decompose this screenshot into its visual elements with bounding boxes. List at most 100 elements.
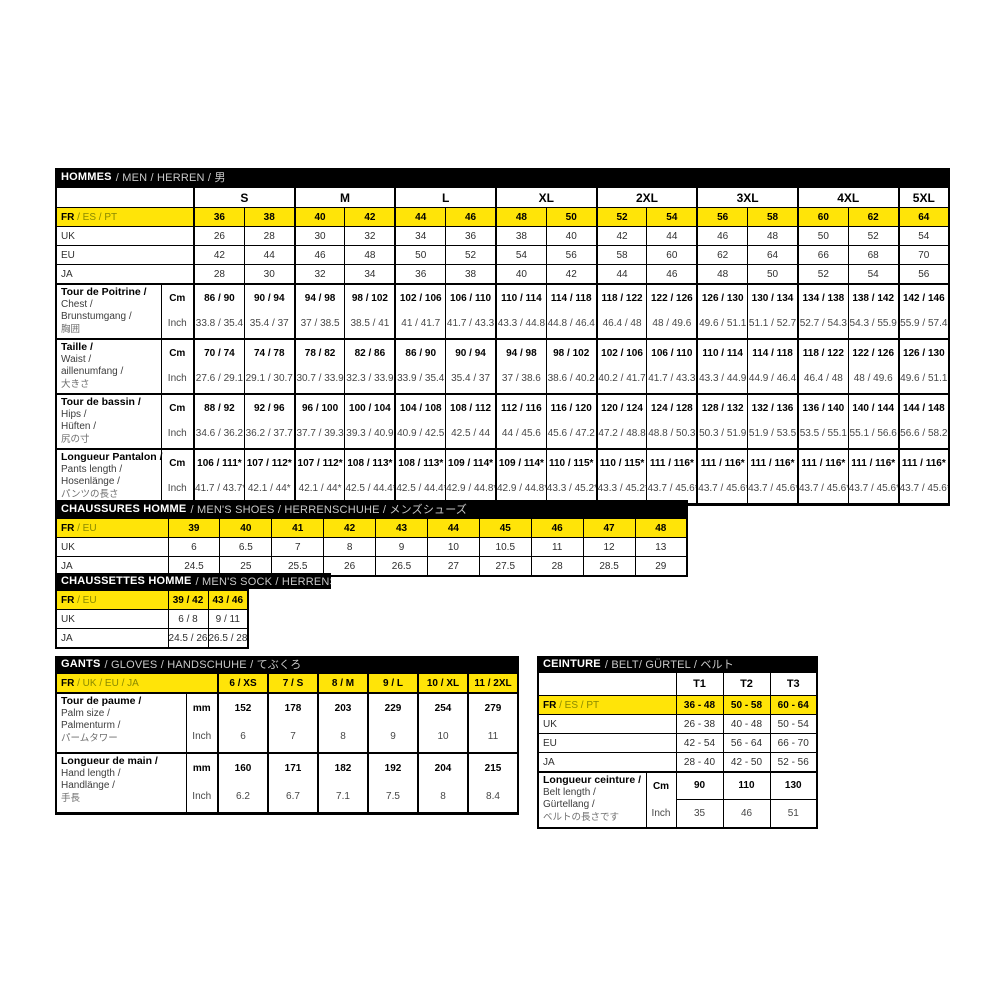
- eu-size-cell: 48: [344, 245, 396, 265]
- shoes-ja-cell: 28: [530, 556, 584, 577]
- hips-cell: 140 / 144 55.1 / 56.6: [847, 393, 900, 450]
- hips-cell: 144 / 148 56.6 / 58.2: [897, 393, 950, 450]
- pants-length-cell: 111 / 116* 43.7 / 45.6*: [646, 448, 698, 505]
- pants-length-cell: 107 / 112* 42.1 / 44*: [243, 448, 296, 505]
- ja-size-cell: 42: [545, 264, 598, 285]
- shoes-uk-cell: 8: [323, 537, 377, 557]
- fr-size-cell: 40: [293, 207, 346, 227]
- uk-size-cell: 50: [796, 226, 849, 246]
- palm-size-cell: 254 10: [417, 692, 469, 754]
- ja-size-cell: 38: [445, 264, 497, 285]
- belt-section-header-bar: CEINTURE / BELT/ GÜRTEL / ベルト: [537, 656, 818, 671]
- belt-length-cell: 110 46: [722, 771, 771, 829]
- chest-cell: 94 / 98 37 / 38.5: [293, 283, 346, 340]
- chest-cell: 106 / 110 41.7 / 43.3: [445, 283, 497, 340]
- shoes-ja-cell: 26: [323, 556, 377, 577]
- hips-cell: 100 / 104 39.3 / 40.9: [344, 393, 396, 450]
- size-group-header: XL: [494, 186, 598, 208]
- socks-ja-cell: 26.5 / 28: [207, 628, 249, 649]
- pants-length-cell: 109 / 114* 42.9 / 44.8*: [445, 448, 497, 505]
- hips-cell: 136 / 140 53.5 / 55.1: [796, 393, 849, 450]
- belt-ja-label: JA: [537, 752, 677, 773]
- fr-size-cell: 56: [696, 207, 749, 227]
- fr-size-cell: 36: [192, 207, 245, 227]
- belt-fr-cell: 50 - 58: [722, 695, 771, 715]
- uk-size-cell: 28: [243, 226, 296, 246]
- fr-size-cell: 62: [847, 207, 900, 227]
- size-group-label: 2XL: [635, 190, 658, 205]
- hand-length-cell: 204 8: [417, 752, 469, 814]
- belt-ja-cell: 28 - 40: [675, 752, 724, 773]
- belt-eu-row: EU 42 - 54 56 - 64 66 - 70: [537, 733, 818, 753]
- section-title: GANTS: [61, 658, 101, 670]
- shoes-ja-cell: 29: [634, 556, 688, 577]
- eu-size-cell: 70: [897, 245, 950, 265]
- belt-eu-cell: 56 - 64: [722, 733, 771, 753]
- shoes-uk-cell: 7: [271, 537, 325, 557]
- gloves-section-header-bar: GANTS / GLOVES / HANDSCHUHE / てぶくろ: [55, 656, 519, 672]
- chest-cell: 118 / 122 46.4 / 48: [595, 283, 648, 340]
- chest-cell: 122 / 126 48 / 49.6: [646, 283, 698, 340]
- fr-size-cell: 64: [897, 207, 950, 227]
- shoes-uk-cell: 6.5: [219, 537, 273, 557]
- palm-size-cell: 279 11: [467, 692, 519, 754]
- pants-length-cell: 108 / 113* 42.5 / 44.4*: [394, 448, 447, 505]
- socks-uk-label: UK: [55, 609, 169, 629]
- waist-cell: 102 / 106 40.2 / 41.7: [595, 338, 648, 395]
- hips-cell: 112 / 116 44 / 45.6: [494, 393, 547, 450]
- fr-size-cell: 42: [344, 207, 396, 227]
- shoes-uk-cell: 13: [634, 537, 688, 557]
- belt-length-row: Longueur ceinture / Belt length / Gürtel…: [537, 771, 818, 829]
- eu-size-cell: 60: [646, 245, 698, 265]
- socks-uk-cell: 9 / 11: [207, 609, 249, 629]
- fr-row-label: FR / ES / PT: [55, 207, 195, 227]
- ja-size-cell: 30: [243, 264, 296, 285]
- belt-t-empty-cell: [537, 671, 677, 696]
- belt-eu-cell: 66 - 70: [769, 733, 818, 753]
- hand-length-row: Longueur de main / Hand length / Handlän…: [55, 752, 519, 814]
- waist-cell: 90 / 94 35.4 / 37: [445, 338, 497, 395]
- palm-size-units: mm Inch: [186, 692, 219, 754]
- palm-size-cell: 203 8: [317, 692, 369, 754]
- shoes-uk-cell: 11: [530, 537, 584, 557]
- size-group-label: 5XL: [912, 190, 935, 205]
- belt-ja-cell: 42 - 50: [722, 752, 771, 773]
- ja-size-cell: 40: [494, 264, 547, 285]
- uk-size-cell: 32: [344, 226, 396, 246]
- shoes-uk-label: UK: [55, 537, 169, 557]
- shoes-fr-cell: 44: [426, 517, 480, 538]
- socks-ja-label: JA: [55, 628, 169, 649]
- eu-size-cell: 44: [243, 245, 296, 265]
- pants-length-cell: 111 / 116* 43.7 / 45.6*: [847, 448, 900, 505]
- gloves-size-cell: 7 / S: [267, 672, 319, 694]
- section-subtitle: / BELT/ GÜRTEL / ベルト: [604, 658, 734, 671]
- waist-cell: 82 / 86 32.3 / 33.9: [344, 338, 396, 395]
- shoes-fr-cell: 48: [634, 517, 688, 538]
- shoes-uk-row: UK 6 6.5 7 8 9 10 10.5 11 12 13: [55, 537, 688, 557]
- section-title: HOMMES: [61, 171, 112, 183]
- chest-cell: 142 / 146 55.9 / 57.4: [897, 283, 950, 340]
- pants-length-cell: 108 / 113* 42.5 / 44.4*: [344, 448, 396, 505]
- shoes-fr-cell: 47: [582, 517, 636, 538]
- gloves-size-cell: 9 / L: [367, 672, 419, 694]
- ja-size-cell: 48: [696, 264, 749, 285]
- chest-cell: 134 / 138 52.7 / 54.3: [796, 283, 849, 340]
- size-group-row: S M L XL 2XL 3XL 4XL 5XL: [55, 186, 950, 208]
- chest-cell: 130 / 134 51.1 / 52.7: [747, 283, 799, 340]
- chest-cell: 138 / 142 54.3 / 55.9: [847, 283, 900, 340]
- section-subtitle: / GLOVES / HANDSCHUHE / てぶくろ: [104, 659, 302, 671]
- waist-cell: 118 / 122 46.4 / 48: [796, 338, 849, 395]
- size-group-header: S: [193, 186, 296, 208]
- gloves-fr-label: FR / UK / EU / JA: [55, 672, 219, 694]
- ja-size-cell: 50: [747, 264, 799, 285]
- size-row-empty-cell: [55, 186, 195, 208]
- belt-uk-cell: 26 - 38: [675, 714, 724, 734]
- shoes-fr-cell: 42: [323, 517, 377, 538]
- ja-size-cell: 36: [394, 264, 447, 285]
- gloves-size-cell: 6 / XS: [217, 672, 269, 694]
- hips-cell: 124 / 128 48.8 / 50.3: [646, 393, 698, 450]
- pants-length-units: Cm Inch: [161, 448, 195, 505]
- belt-fr-cell: 60 - 64: [769, 695, 818, 715]
- belt-t-header-row: T1 T2 T3: [537, 671, 818, 696]
